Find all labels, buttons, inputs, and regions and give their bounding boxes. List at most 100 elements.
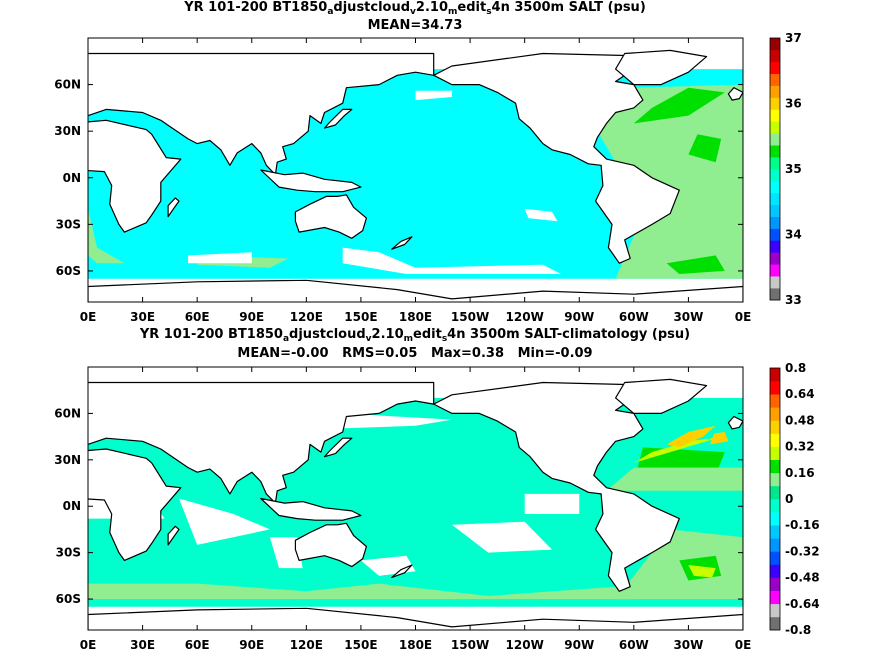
y-tick-label: 60N (54, 78, 81, 92)
x-tick-label: 60E (185, 310, 210, 324)
panel1-title: YR 101-200 BT1850adjustcloudv2.10medits4… (184, 0, 646, 17)
salinity-field-17 (710, 432, 729, 445)
salinity-field-4 (269, 537, 303, 569)
colorbar-swatch (770, 394, 780, 408)
colorbar-swatch (770, 276, 780, 289)
coastline-2 (88, 52, 435, 176)
colorbar-swatch (770, 472, 780, 487)
colorbar-swatch (770, 459, 780, 474)
coastline-7 (260, 497, 362, 521)
x-tick-label: 90E (239, 310, 264, 324)
colorbar-tick-label: -0.8 (785, 623, 811, 637)
colorbar-tick-label: 34 (785, 228, 802, 242)
x-tick-label: 60W (619, 638, 649, 652)
coastline-3 (294, 522, 367, 568)
colorbar-tick-label: 0.16 (785, 466, 815, 480)
colorbar-swatch (770, 433, 780, 447)
colorbar-swatch (770, 145, 780, 158)
map-panel-1: 0E 30E 60E 90E 120E 150E 180E 150W 120W 90W 60W 30W… (54, 37, 752, 324)
colorbar-swatch (770, 538, 780, 552)
x-tick-label: 150W (451, 310, 489, 324)
colorbar-swatch (770, 420, 780, 434)
salinity-field-6 (451, 521, 552, 553)
colorbar-swatch (770, 169, 780, 182)
colorbar-swatch (770, 407, 780, 421)
panel2-subtitle: MEAN=-0.00 RMS=0.05 Max=0.38 Min=-0.09 (237, 346, 593, 361)
colorbar-swatch (770, 61, 780, 75)
salinity-field-8 (342, 247, 562, 274)
y-tick-label: 30N (54, 453, 81, 467)
colorbar-tick-label: 37 (785, 31, 802, 45)
y-tick-label: 60S (56, 592, 81, 606)
y-tick-label: 30S (56, 217, 81, 231)
colorbar-tick-label: -0.48 (785, 571, 820, 585)
colorbar-2: -0.8 -0.64 -0.48 -0.32 -0.16 0 0.16 0.32 0.48 0.6… (769, 361, 820, 637)
x-tick-label: 0E (80, 638, 97, 652)
salinity-field-9 (188, 252, 252, 264)
y-tick-label: 30S (56, 546, 81, 560)
colorbar-swatch (770, 264, 780, 277)
salinity-field-16 (666, 425, 716, 448)
colorbar-swatch (770, 381, 780, 395)
colorbar-swatch (770, 616, 780, 631)
coastline-10 (167, 197, 180, 218)
colorbar-tick-label: -0.16 (785, 518, 820, 532)
colorbar-swatch (770, 499, 780, 513)
y-tick-label: 60N (54, 406, 81, 420)
colorbar-swatch (770, 512, 780, 526)
colorbar-swatch (770, 133, 780, 146)
colorbar-swatch (770, 85, 780, 98)
colorbar-swatch (770, 485, 780, 500)
colorbar-tick-label: -0.64 (785, 597, 820, 611)
colorbar-swatch (770, 157, 780, 170)
y-tick-label: 30N (54, 124, 81, 138)
colorbar-swatch (770, 121, 780, 134)
x-tick-label: 60E (185, 638, 210, 652)
colorbar-swatch (770, 73, 780, 86)
colorbar-tick-label: -0.32 (785, 544, 820, 558)
x-tick-label: 90E (239, 638, 264, 652)
x-tick-label: 30W (673, 638, 703, 652)
colorbar-tick-label: 35 (785, 162, 802, 176)
x-tick-label: 90W (564, 310, 594, 324)
coastline-9 (391, 236, 413, 250)
colorbar-tick-label: 0.8 (785, 361, 806, 375)
y-tick-label: 60S (56, 264, 81, 278)
colorbar-tick-label: 0.48 (785, 413, 815, 427)
coastline-7 (260, 169, 362, 193)
colorbar-swatch (770, 38, 780, 51)
colorbar-swatch (770, 192, 780, 206)
coastline-6 (88, 279, 743, 302)
colorbar-swatch (770, 49, 780, 63)
x-tick-label: 0E (735, 310, 752, 324)
colorbar-1: 33 34 35 36 37 (769, 31, 802, 307)
salinity-field-9 (88, 583, 634, 600)
x-tick-label: 120W (506, 310, 544, 324)
colorbar-swatch (770, 446, 780, 460)
colorbar-swatch (770, 551, 780, 565)
x-tick-label: 0E (80, 310, 97, 324)
colorbar-swatch (770, 204, 780, 217)
colorbar-swatch (770, 216, 780, 229)
colorbar-swatch (770, 603, 780, 618)
colorbar-tick-label: 0.32 (785, 440, 815, 454)
x-tick-label: 90W (564, 638, 594, 652)
colorbar-swatch (770, 252, 780, 265)
colorbar-swatch (770, 240, 780, 253)
x-tick-label: 180E (399, 310, 432, 324)
coastline-5 (614, 378, 708, 414)
x-tick-label: 60W (619, 310, 649, 324)
salinity-field-4 (688, 134, 722, 163)
x-tick-label: 180E (399, 638, 432, 652)
colorbar-tick-label: 36 (785, 97, 802, 111)
coastline-5 (614, 49, 708, 86)
x-tick-label: 150E (344, 310, 377, 324)
salinity-field-10 (615, 529, 743, 600)
salinity-field-14 (606, 467, 743, 491)
salinity-field-8 (324, 413, 452, 429)
salinity-field-2 (597, 84, 743, 279)
y-tick-label: 0N (63, 499, 81, 513)
x-tick-label: 0E (735, 638, 752, 652)
panel1-subtitle: MEAN=34.73 (367, 18, 463, 33)
